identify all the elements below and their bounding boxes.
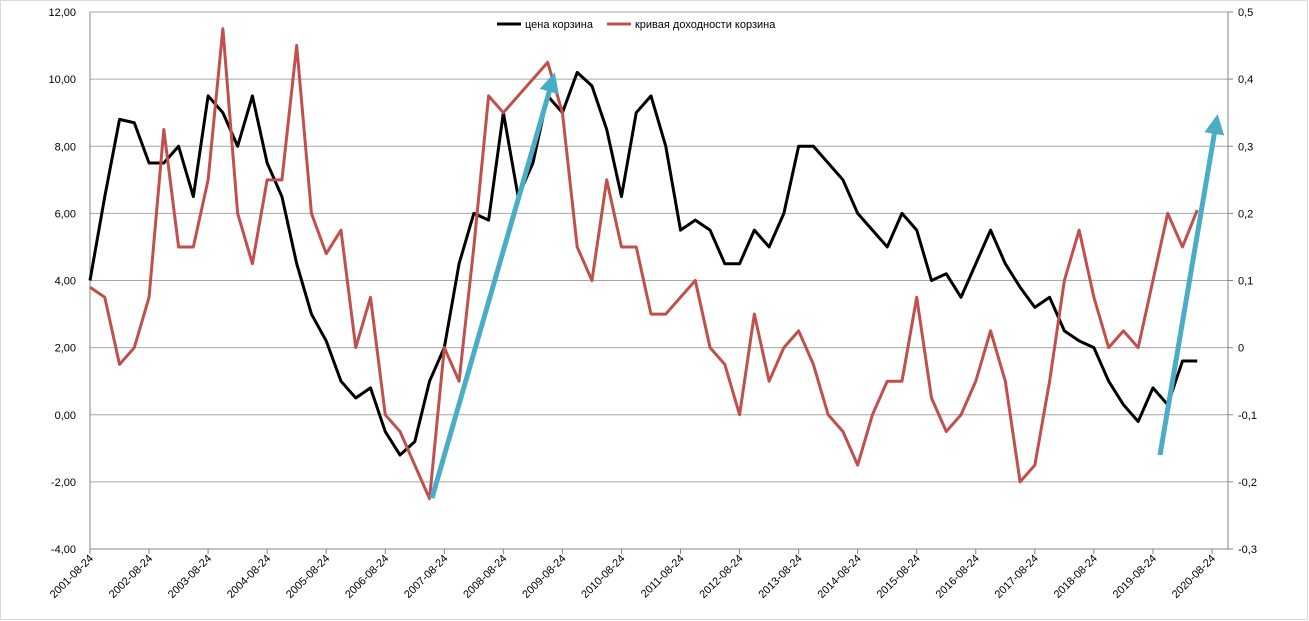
series-line [89,27,1199,501]
y-tick-label: 6,00 [55,208,76,220]
legend-label: цена корзина [525,19,594,31]
y-tick-label: 4,00 [55,276,76,288]
y2-tick-label: 0,1 [1238,276,1253,288]
y-tick-label: -2,00 [51,477,76,489]
y2-tick-label: 0,2 [1238,208,1253,220]
y-tick-label: 12,00 [48,7,76,19]
y2-tick-label: -0,1 [1238,410,1257,422]
y2-tick-label: -0,2 [1238,477,1257,489]
arrow [429,72,559,499]
y2-tick-label: 0,4 [1238,74,1253,86]
y2-tick-label: -0,3 [1238,544,1257,556]
y-tick-label: 10,00 [48,74,76,86]
y-tick-label: 0,00 [55,410,76,422]
y-tick-label: 8,00 [55,141,76,153]
y2-tick-label: 0,5 [1238,7,1253,19]
y-tick-label: -4,00 [51,544,76,556]
y2-tick-label: 0,3 [1238,141,1253,153]
y2-tick-label: 0 [1238,343,1244,355]
arrow [1157,114,1225,456]
legend-label: кривая доходности корзина [635,19,776,31]
y-tick-label: 2,00 [55,343,76,355]
